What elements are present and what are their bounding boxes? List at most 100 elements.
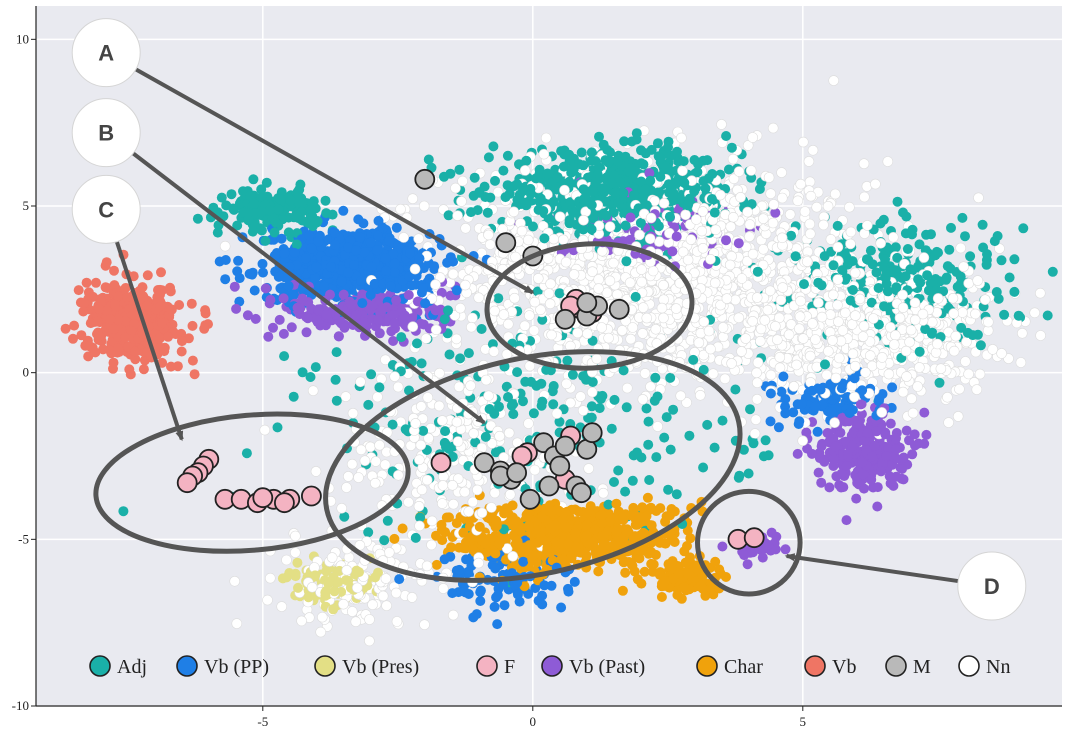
point-nn: [943, 417, 954, 428]
point-nn: [290, 530, 301, 542]
point-char: [458, 543, 469, 553]
point-adj: [118, 506, 129, 517]
point-nn: [749, 428, 761, 439]
point-nn: [675, 390, 687, 402]
point-char: [646, 547, 657, 557]
point-nn: [434, 367, 445, 379]
point-adj: [643, 439, 654, 450]
point-adj: [480, 431, 491, 442]
point-nn: [529, 464, 541, 476]
point-adj: [892, 252, 903, 263]
point-vb-pp: [353, 214, 364, 225]
point-adj: [366, 369, 377, 380]
point-adj: [934, 377, 945, 388]
point-vb-past: [824, 482, 835, 493]
point-nn: [950, 330, 962, 342]
point-adj: [627, 475, 638, 486]
point-adj: [445, 168, 456, 179]
point-nn: [451, 333, 462, 345]
point-adj: [416, 358, 427, 369]
point-nn: [528, 325, 540, 336]
point-nn: [974, 368, 986, 380]
point-adj: [613, 465, 624, 476]
point-nn: [586, 386, 598, 398]
point-vb-past: [374, 328, 385, 339]
point-nn: [355, 444, 367, 456]
point-char: [458, 527, 469, 538]
point-nn: [503, 427, 515, 439]
point-nn: [942, 391, 953, 403]
point-char: [646, 520, 657, 531]
point-adj: [1018, 223, 1029, 234]
point-vb-past: [816, 477, 827, 488]
point-vb-pp: [300, 253, 311, 264]
point-nn: [264, 572, 276, 584]
point-nn: [767, 122, 779, 134]
point-nn: [380, 354, 391, 366]
point-nn: [393, 469, 404, 481]
point-adj: [663, 484, 674, 495]
point-adj: [890, 242, 901, 253]
point-adj: [606, 423, 617, 434]
point-vb-past: [231, 303, 242, 314]
point-adj: [996, 255, 1007, 266]
point-nn: [460, 223, 471, 234]
point-adj: [594, 131, 604, 142]
point-adj: [528, 408, 539, 419]
point-nn: [971, 384, 983, 395]
point-nn: [858, 158, 870, 169]
point-nn: [437, 583, 449, 594]
point-nn: [350, 616, 362, 628]
point-nn: [374, 439, 385, 451]
point-nn: [875, 238, 887, 249]
point-nn: [341, 482, 352, 493]
point-char: [451, 518, 462, 529]
point-nn: [364, 614, 375, 625]
point-nn: [681, 397, 692, 408]
point-adj: [382, 515, 393, 526]
point-vb: [113, 291, 124, 302]
point-vb: [138, 364, 149, 375]
point-vb-pp: [394, 574, 405, 585]
point-nn: [987, 344, 999, 355]
point-adj: [469, 172, 480, 183]
point-adj: [444, 349, 455, 360]
point-adj: [659, 432, 670, 443]
point-vb-pres: [293, 582, 303, 593]
point-nn: [776, 167, 787, 178]
point-nn: [676, 132, 687, 144]
point-vb-past: [742, 559, 753, 570]
point-nn: [376, 373, 387, 385]
point-nn: [641, 312, 653, 324]
point-adj: [898, 207, 908, 218]
point-nn: [488, 346, 500, 357]
point-vb-pres: [284, 568, 295, 578]
point-vb-pres: [328, 604, 339, 615]
point-nn: [887, 232, 899, 243]
point-nn: [457, 175, 468, 187]
point-adj: [493, 293, 504, 304]
point-nn: [754, 335, 766, 347]
point-adj: [1013, 310, 1024, 321]
point-vb: [200, 305, 211, 316]
point-adj: [723, 164, 734, 175]
point-adj: [490, 175, 500, 186]
point-nn: [804, 176, 816, 188]
point-adj: [192, 213, 203, 224]
point-vb-pp: [406, 280, 417, 291]
point-vb-pp: [492, 619, 503, 630]
point-nn: [326, 552, 338, 563]
point-adj: [661, 412, 672, 423]
point-vb-past: [872, 482, 883, 493]
point-adj: [618, 365, 629, 376]
point-nn: [315, 626, 327, 638]
point-nn: [742, 140, 754, 151]
point-nn: [960, 356, 971, 367]
point-adj: [508, 409, 519, 420]
point-vb-pp: [439, 554, 450, 565]
point-adj: [745, 404, 755, 415]
point-char: [593, 566, 604, 577]
point-nn: [353, 472, 364, 483]
point-nn: [745, 165, 757, 176]
point-vb: [78, 306, 89, 317]
